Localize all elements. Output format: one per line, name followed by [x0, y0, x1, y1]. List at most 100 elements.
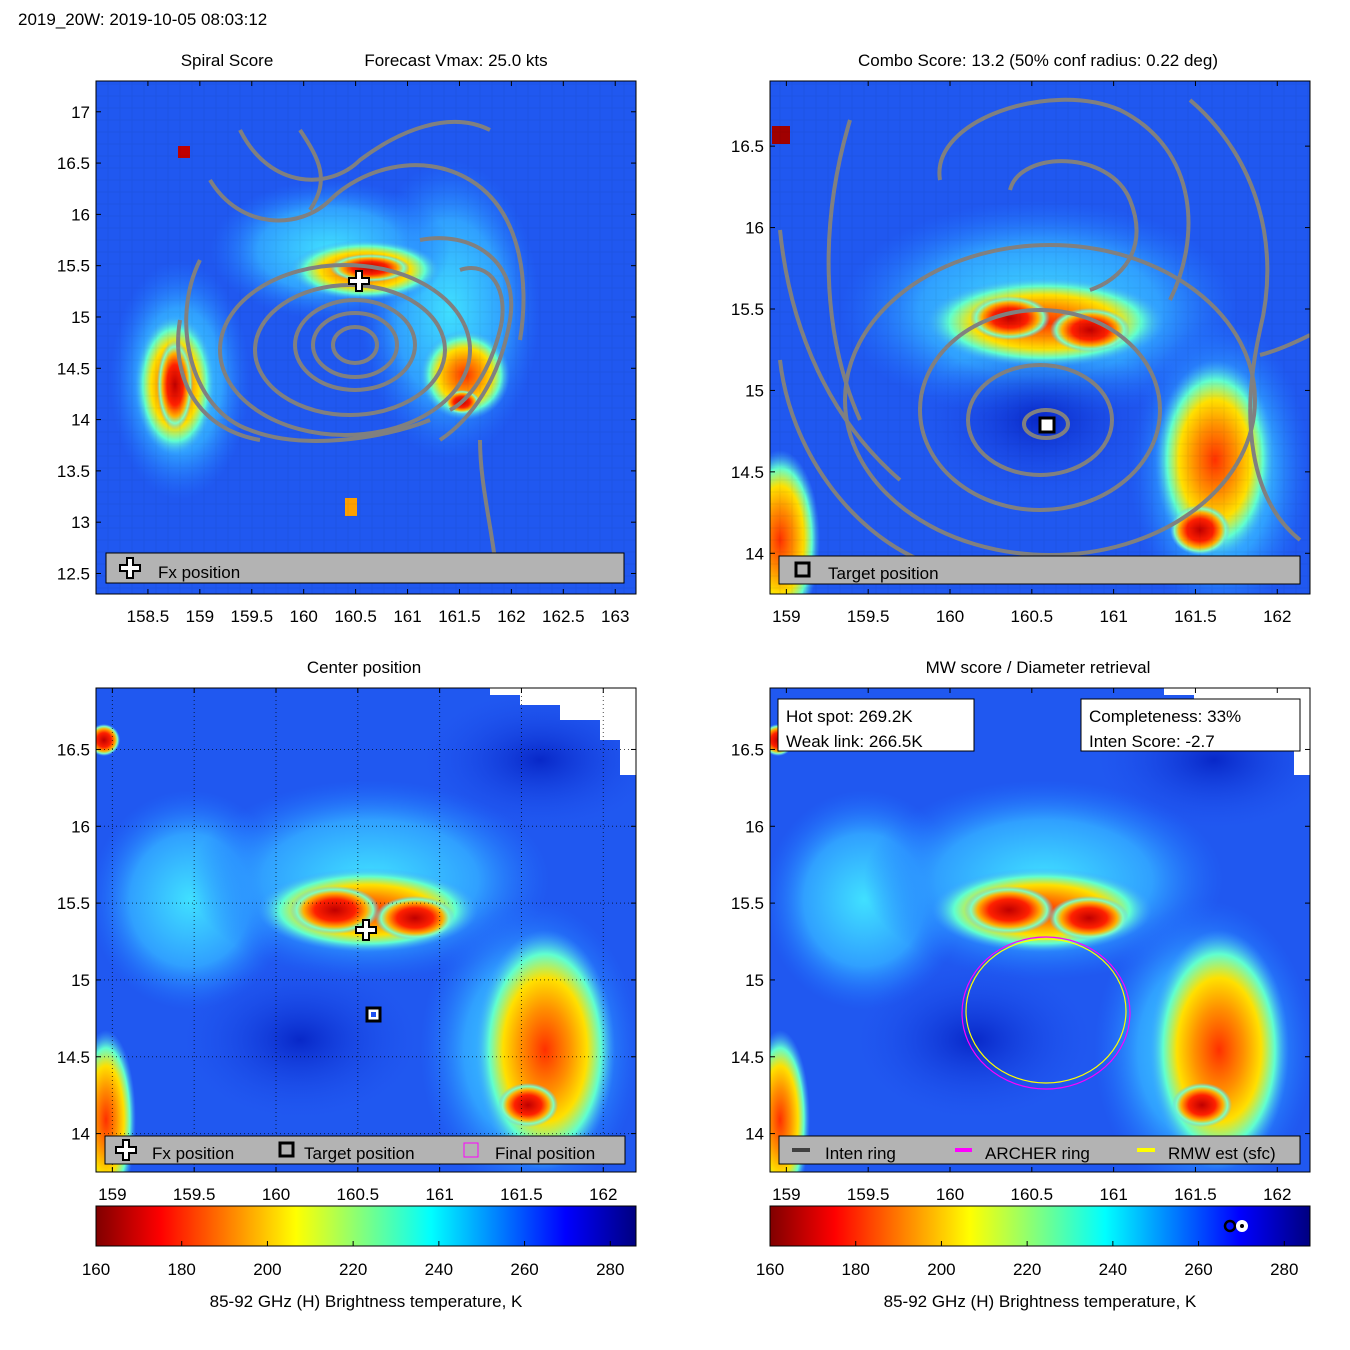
combo-axes: 159 159.5 160 160.5 161 161.5 162 14 14.5 15 15.5 1… — [731, 81, 1310, 626]
center-legend-final: Final position — [495, 1144, 595, 1163]
x-tick-label: 160 — [290, 607, 318, 626]
y-tick-label: 14.5 — [731, 1048, 764, 1067]
x-tick-label: 159 — [772, 1185, 800, 1204]
colorbar-tick-label: 240 — [425, 1260, 453, 1279]
mw-heatmap — [770, 688, 1310, 1172]
y-tick-label: 15.5 — [731, 894, 764, 913]
spiral-legend — [105, 552, 625, 584]
combo-title: Combo Score: 13.2 (50% conf radius: 0.22… — [858, 51, 1218, 70]
completeness-text: Completeness: 33% — [1089, 707, 1241, 726]
x-tick-label: 159.5 — [847, 1185, 890, 1204]
center-grid — [96, 688, 636, 1172]
y-tick-label: 16 — [745, 817, 764, 836]
archer-ring — [961, 936, 1131, 1090]
x-tick-label: 160.5 — [1011, 1185, 1054, 1204]
colorbar-tick-label: 280 — [596, 1260, 624, 1279]
y-tick-label: 16.5 — [57, 154, 90, 173]
center-legend-fx: Fx position — [152, 1144, 234, 1163]
colorbar-tick-label: 220 — [1013, 1260, 1041, 1279]
spiral-heatmap — [96, 81, 636, 594]
completeness-box — [1080, 698, 1301, 752]
colorbar-right: 160 180 200 220 240 260 280 85-92 GHz (H) Brig… — [756, 1205, 1311, 1311]
colorbar-left: 160 180 200 220 240 260 280 85-92 GHz (H) Brig… — [82, 1205, 637, 1311]
x-tick-label: 159.5 — [230, 607, 273, 626]
hot-spot-box — [777, 698, 975, 752]
y-tick-label: 12.5 — [57, 564, 90, 583]
x-tick-label: 162.5 — [542, 607, 585, 626]
hot-spot-text: Hot spot: 269.2K — [786, 707, 913, 726]
colorbar-tick-label: 180 — [842, 1260, 870, 1279]
y-tick-label: 15 — [71, 308, 90, 327]
mw-score-panel: Hot spot: 269.2K Weak link: 266.5K Compl… — [731, 658, 1311, 1204]
mw-legend-inten: Inten ring — [825, 1144, 896, 1163]
x-tick-label: 161 — [393, 607, 421, 626]
x-tick-label: 159.5 — [173, 1185, 216, 1204]
y-tick-label: 14 — [71, 411, 90, 430]
y-tick-label: 16 — [745, 219, 764, 238]
center-legend-target: Target position — [304, 1144, 415, 1163]
center-fx-marker — [355, 919, 377, 941]
x-tick-label: 158.5 — [127, 607, 170, 626]
fx-position-icon — [115, 1139, 137, 1161]
rmw-ring — [965, 938, 1127, 1084]
x-tick-label: 160.5 — [1011, 607, 1054, 626]
inten-score-text: Inten Score: -2.7 — [1089, 732, 1215, 751]
colorbar-tick-label: 280 — [1270, 1260, 1298, 1279]
x-tick-label: 161.5 — [500, 1185, 543, 1204]
y-tick-label: 16 — [71, 817, 90, 836]
colorbar-tick-label: 180 — [168, 1260, 196, 1279]
spiral-axes: 158.5 159 159.5 160 160.5 161 161.5 162 162.5 163… — [57, 81, 636, 626]
combo-legend — [778, 555, 1301, 585]
y-tick-label: 16.5 — [731, 740, 764, 759]
figure-header: 2019_20W: 2019-10-05 08:03:12 — [18, 10, 268, 29]
center-heatmap — [96, 688, 636, 1172]
x-tick-label: 162 — [589, 1185, 617, 1204]
x-tick-label: 163 — [601, 607, 629, 626]
colorbar-tick-label: 260 — [510, 1260, 538, 1279]
x-tick-label: 160.5 — [334, 607, 377, 626]
x-tick-label: 159.5 — [847, 607, 890, 626]
x-tick-label: 159 — [772, 607, 800, 626]
center-position-panel: Fx position Target position Final positi… — [57, 658, 637, 1204]
combo-target-marker — [1038, 416, 1056, 434]
weak-link-marker — [1223, 1219, 1237, 1233]
x-tick-label: 161.5 — [438, 607, 481, 626]
y-tick-label: 13.5 — [57, 462, 90, 481]
x-tick-label: 160 — [936, 1185, 964, 1204]
colorbar-right-label: 85-92 GHz (H) Brightness temperature, K — [884, 1292, 1197, 1311]
y-tick-label: 14.5 — [57, 1048, 90, 1067]
colorbar-tick-label: 160 — [82, 1260, 110, 1279]
y-tick-label: 15.5 — [57, 257, 90, 276]
colorbar-tick-label: 260 — [1184, 1260, 1212, 1279]
colorbar-tick-label: 200 — [927, 1260, 955, 1279]
x-tick-label: 161.5 — [1174, 607, 1217, 626]
x-tick-label: 162 — [497, 607, 525, 626]
y-tick-label: 16 — [71, 205, 90, 224]
center-title: Center position — [307, 658, 421, 677]
combo-score-panel: Target position Combo Score: 13.2 (50% c… — [731, 51, 1311, 626]
x-tick-label: 160 — [262, 1185, 290, 1204]
x-tick-label: 162 — [1263, 607, 1291, 626]
center-axes: 159 159.5 160 160.5 161 161.5 162 14 14.5 15 15.5 1… — [57, 688, 636, 1204]
y-tick-label: 14 — [745, 1125, 764, 1144]
x-tick-label: 160.5 — [337, 1185, 380, 1204]
combo-heatmap — [770, 81, 1310, 594]
y-tick-label: 16.5 — [57, 740, 90, 759]
final-position-icon — [463, 1142, 479, 1158]
spiral-contours — [176, 120, 526, 561]
x-tick-label: 161 — [1099, 607, 1127, 626]
spiral-legend-fx: Fx position — [158, 563, 240, 582]
y-tick-label: 15 — [71, 971, 90, 990]
x-tick-label: 161 — [425, 1185, 453, 1204]
x-tick-label: 159 — [186, 607, 214, 626]
x-tick-label: 159 — [98, 1185, 126, 1204]
mw-legend-archer: ARCHER ring — [985, 1144, 1090, 1163]
spiral-title-left: Spiral Score — [181, 51, 274, 70]
y-tick-label: 14 — [745, 544, 764, 563]
target-position-icon — [278, 1141, 295, 1158]
center-legend — [104, 1135, 626, 1165]
spiral-title-right: Forecast Vmax: 25.0 kts — [364, 51, 547, 70]
colorbar-tick-label: 220 — [339, 1260, 367, 1279]
weak-link-text: Weak link: 266.5K — [786, 732, 923, 751]
y-tick-label: 14.5 — [57, 359, 90, 378]
